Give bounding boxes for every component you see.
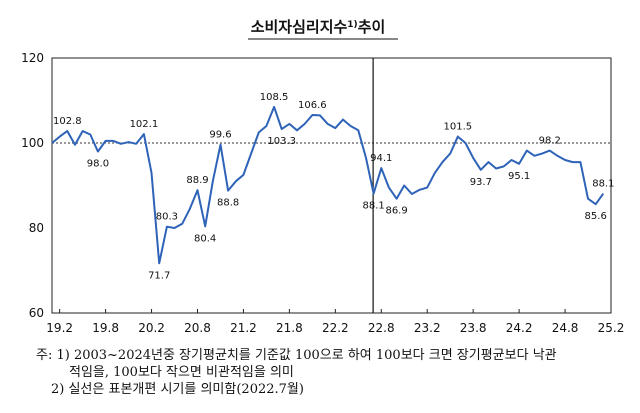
plot-frame — [51, 57, 612, 314]
data-label: 106.6 — [298, 100, 327, 111]
data-label: 80.4 — [194, 233, 216, 244]
data-label: 98.0 — [87, 159, 109, 170]
data-label: 71.7 — [148, 270, 170, 281]
note-line-2: 적임을, 100보다 작으면 비관적임을 의미 — [69, 365, 294, 380]
series-line — [51, 105, 605, 265]
data-label: 80.3 — [156, 212, 178, 223]
data-label: 99.6 — [209, 130, 231, 141]
data-label: 86.9 — [385, 206, 407, 217]
x-tick-label: 23.2 — [414, 321, 441, 335]
x-tick-label: 19.8 — [92, 321, 119, 335]
chart-notes: 주: 1) 2003~2024년중 장기평균치를 기준값 100으로 하여 10… — [36, 347, 557, 398]
data-label: 101.5 — [444, 122, 473, 133]
x-tick-label: 25.2 — [598, 321, 625, 335]
x-tick-label: 21.8 — [276, 321, 303, 335]
data-label: 88.8 — [217, 198, 239, 209]
data-label: 85.6 — [585, 211, 607, 222]
data-label: 88.1 — [592, 179, 614, 190]
data-label: 88.9 — [186, 175, 208, 186]
chart-svg: 소비자심리지수1)추이 60 80 100 120 19.2 19.8 20.2 20.8 2… — [21, 18, 625, 335]
data-label: 94.1 — [370, 153, 392, 164]
data-label: 103.3 — [267, 136, 296, 147]
data-label: 102.1 — [130, 119, 159, 130]
data-label: 95.1 — [508, 171, 530, 182]
x-tick-label: 24.8 — [552, 321, 579, 335]
data-label: 93.7 — [470, 177, 492, 188]
x-tick-label: 20.8 — [184, 321, 211, 335]
y-tick-label: 80 — [29, 221, 44, 235]
y-tick-label: 120 — [21, 51, 44, 65]
chart-title: 소비자심리지수1)추이 — [251, 18, 386, 36]
x-tick-label: 21.2 — [230, 321, 257, 335]
x-tick-label: 19.2 — [46, 321, 73, 335]
x-tick-label: 23.8 — [460, 321, 487, 335]
x-tick-label: 22.8 — [368, 321, 395, 335]
data-label: 98.2 — [539, 136, 561, 147]
y-tick-label: 100 — [21, 136, 44, 150]
note-line-3: 2) 실선은 표본개편 시기를 의미함(2022.7월) — [51, 382, 304, 397]
y-tick-label: 60 — [29, 306, 44, 320]
note-line-1: 주: 1) 2003~2024년중 장기평균치를 기준값 100으로 하여 10… — [36, 348, 557, 363]
x-tick-label: 22.2 — [322, 321, 349, 335]
data-label: 102.8 — [53, 116, 82, 127]
data-label: 108.5 — [260, 92, 289, 103]
x-tick-label: 20.2 — [138, 321, 165, 335]
data-label: 88.1 — [362, 201, 384, 212]
x-tick-label: 24.2 — [506, 321, 533, 335]
